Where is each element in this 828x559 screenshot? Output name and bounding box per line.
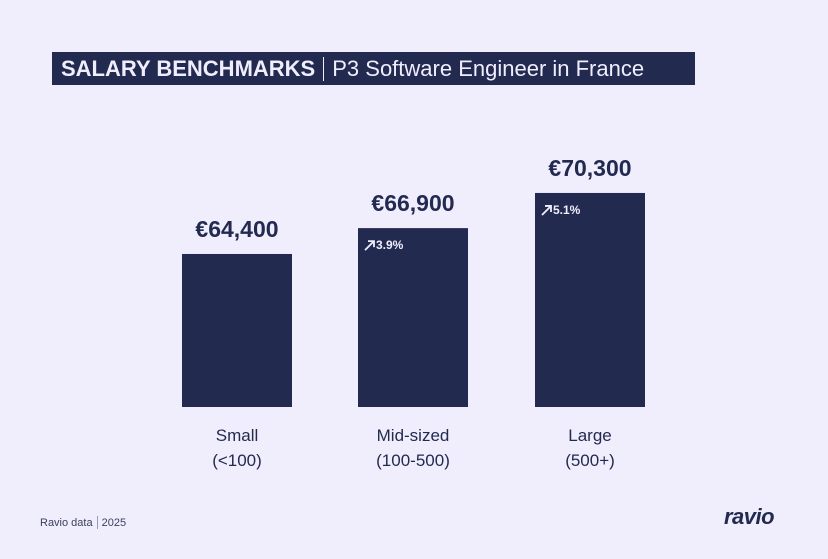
category-label: Mid-sized: [377, 426, 450, 445]
category-label: Large: [568, 426, 611, 445]
bar: [358, 228, 468, 407]
value-label: €64,400: [195, 216, 278, 242]
change-label: 3.9%: [376, 238, 404, 252]
source-label: Ravio data: [40, 516, 93, 529]
footer-source: Ravio data 2025: [40, 516, 126, 529]
chart-title: SALARY BENCHMARKS P3 Software Engineer i…: [52, 52, 695, 85]
source-year: 2025: [101, 516, 127, 529]
arrow-up-right-icon: [541, 205, 552, 216]
value-label: €66,900: [371, 190, 454, 216]
arrow-up-right-icon: [364, 240, 375, 251]
bar: [182, 253, 292, 407]
category-label: (500+): [565, 451, 615, 470]
ravio-logo: ravio: [724, 504, 775, 529]
category-label: (<100): [212, 451, 262, 470]
title-subtitle: P3 Software Engineer in France: [332, 55, 645, 81]
category-label: Small: [216, 426, 259, 445]
change-label: 5.1%: [553, 203, 581, 217]
value-label: €70,300: [548, 155, 631, 181]
title-divider: [323, 56, 325, 81]
category-label: (100-500): [376, 451, 450, 470]
footer-divider: [96, 516, 98, 529]
title-bold: SALARY BENCHMARKS: [61, 55, 316, 81]
bar: [535, 192, 645, 407]
